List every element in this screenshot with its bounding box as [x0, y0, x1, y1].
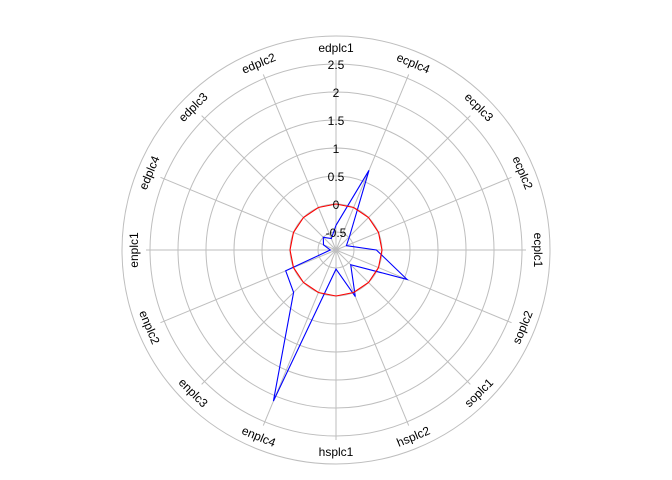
axis-spoke — [335, 249, 512, 324]
radial-tick-label: 0.5 — [328, 170, 345, 184]
axis-label-hsplc1: hsplc1 — [319, 445, 354, 459]
axis-spoke — [335, 249, 471, 385]
axis-label-edplc4: edplc4 — [136, 153, 163, 191]
axis-spoke — [335, 176, 512, 251]
radial-tick-label: 2.5 — [328, 58, 345, 72]
axis-spoke — [262, 74, 337, 251]
axis-spoke — [335, 115, 471, 251]
axis-spoke — [335, 249, 410, 426]
radial-tick-label: 1.5 — [328, 114, 345, 128]
axis-spoke — [160, 176, 337, 251]
axis-spoke — [201, 249, 337, 385]
axis-label-hsplc2: hsplc2 — [395, 423, 433, 449]
axis-label-enplc2: enplc2 — [136, 308, 163, 346]
axis-label-edplc2: edplc2 — [240, 50, 278, 77]
axis-spoke — [201, 115, 337, 251]
axis-label-edplc1: edplc1 — [318, 41, 354, 55]
series-1-line — [272, 170, 409, 402]
radial-tick-label: 2 — [333, 86, 340, 100]
radial-tick-label: 0 — [333, 198, 340, 212]
grid-ring — [121, 35, 551, 465]
radial-tick-label: -0.5 — [326, 226, 347, 240]
radial-tick-label: 1 — [333, 142, 340, 156]
axis-label-ecplc4: ecplc4 — [395, 50, 433, 76]
axis-spoke — [335, 74, 410, 251]
radar-grid — [121, 35, 551, 465]
axis-label-ecplc2: ecplc2 — [510, 154, 536, 192]
axis-label-ecplc1: ecplc1 — [531, 233, 545, 268]
axis-spoke — [160, 249, 337, 324]
axis-label-enplc1: enplc1 — [127, 232, 141, 268]
axis-label-enplc4: enplc4 — [240, 423, 278, 450]
axis-label-soplc2: soplc2 — [510, 308, 536, 346]
radar-series — [272, 170, 409, 402]
